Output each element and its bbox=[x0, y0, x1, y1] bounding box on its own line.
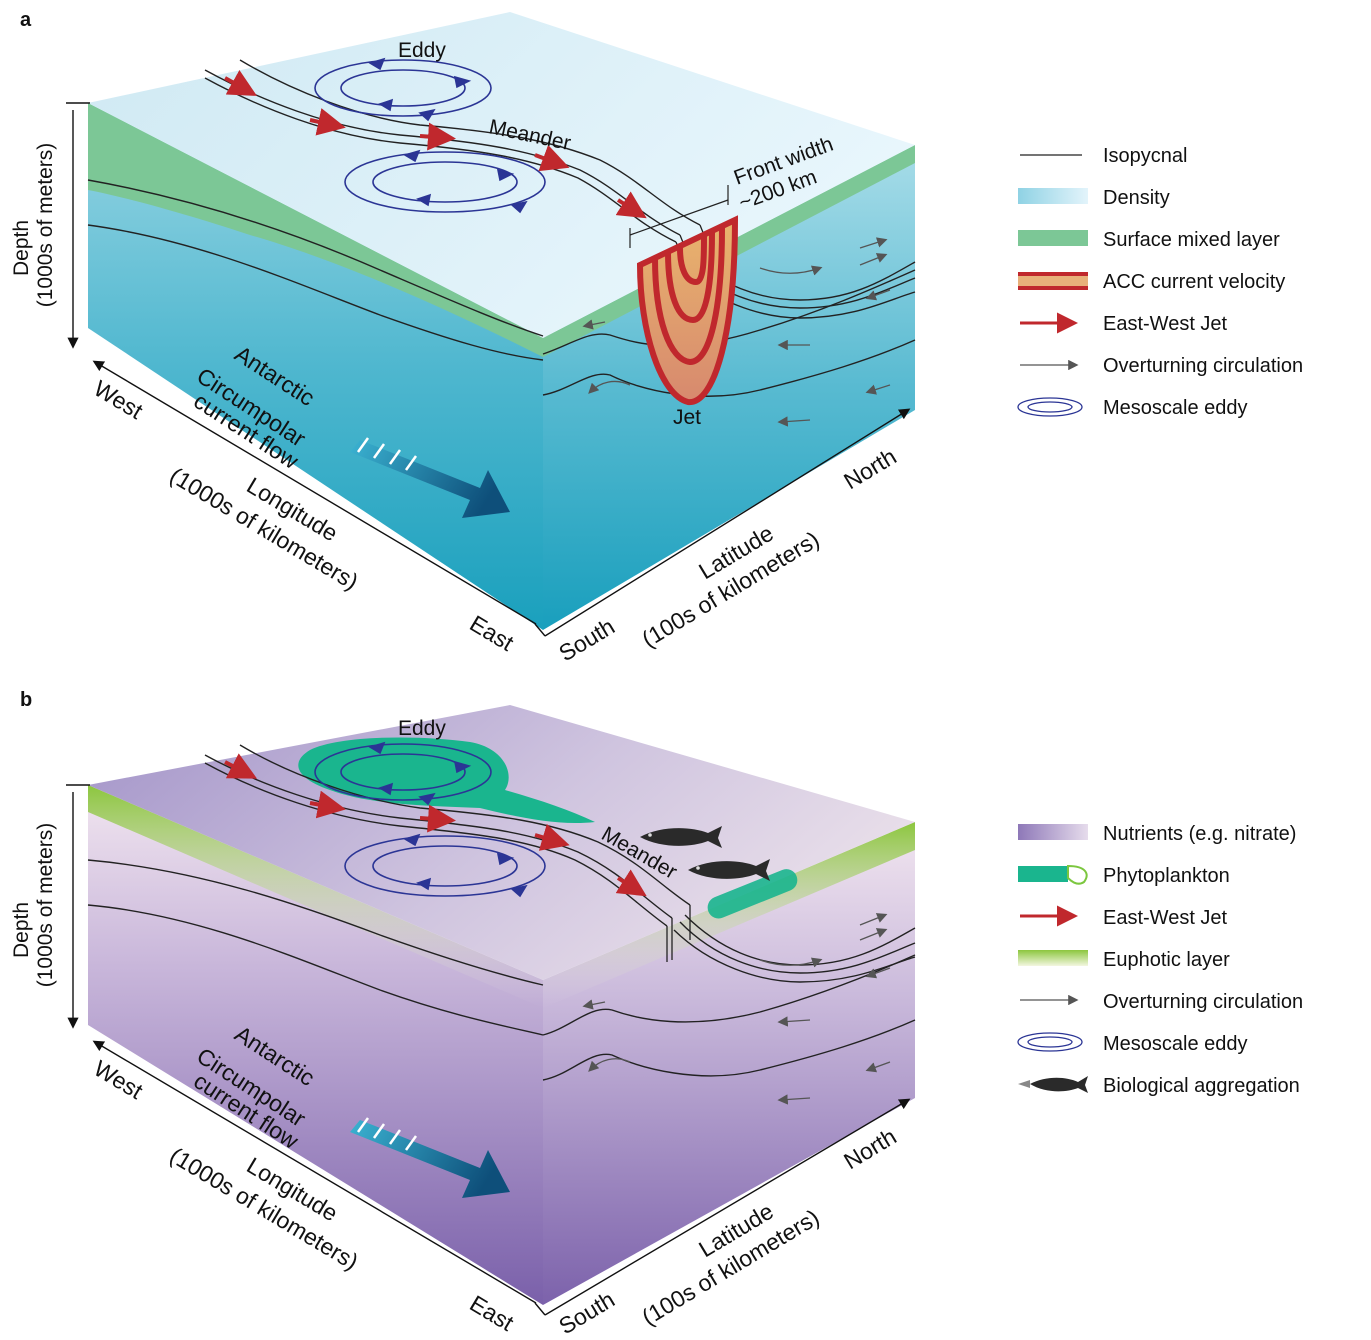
panel-a-eddy-lower bbox=[344, 149, 546, 214]
eddy-icon bbox=[1017, 397, 1083, 417]
panel-a-mixed-layer bbox=[88, 103, 543, 357]
panel-b-top-surface bbox=[88, 705, 915, 980]
panel-b-isopycnals bbox=[87, 859, 916, 1081]
panel-a-eddy-label: Eddy bbox=[398, 39, 446, 62]
legend-a-label-1: Density bbox=[1103, 187, 1170, 209]
panel-a-jet-arrows bbox=[224, 70, 647, 219]
legend-a-label-6: Mesoscale eddy bbox=[1103, 397, 1248, 419]
panel-a-legend: Isopycnal Density Surface mixed layer AC… bbox=[1017, 145, 1303, 419]
legend-b-label-1: Phytoplankton bbox=[1103, 865, 1230, 887]
legend-b-label-6: Biological aggregation bbox=[1103, 1075, 1300, 1097]
panel-a-flow-arrow bbox=[350, 437, 510, 518]
panel-b-west: West bbox=[89, 1055, 147, 1104]
panel-a-axes bbox=[66, 102, 911, 637]
panel-b-eddy-top bbox=[314, 741, 492, 806]
legend-b-label-0: Nutrients (e.g. nitrate) bbox=[1103, 823, 1296, 845]
panel-a-north: North bbox=[839, 443, 901, 494]
current-velocity-icon bbox=[1018, 272, 1088, 290]
panel-a-jet bbox=[636, 215, 739, 405]
panel-b-legend: Nutrients (e.g. nitrate) Phytoplankton E… bbox=[1017, 823, 1303, 1097]
legend-b-label-3: Euphotic layer bbox=[1103, 949, 1230, 971]
nutrients-gradient-icon bbox=[1018, 824, 1088, 840]
panel-a-letter: a bbox=[20, 9, 32, 31]
fish-icon bbox=[1018, 1076, 1088, 1093]
panel-a-west: West bbox=[89, 375, 147, 424]
euphotic-layer-icon bbox=[1018, 950, 1088, 966]
mixed-layer-swatch-icon bbox=[1018, 230, 1088, 246]
panel-b-letter: b bbox=[20, 689, 32, 711]
eddy-icon bbox=[1017, 1032, 1083, 1052]
panel-b-phytoplankton-patch bbox=[298, 737, 595, 824]
panel-b-axes bbox=[66, 784, 911, 1316]
panel-b-phytoplankton-front bbox=[707, 869, 798, 919]
panel-b-depth-label-1: Depth bbox=[10, 902, 33, 958]
panel-a-depth-label-1: Depth bbox=[10, 220, 33, 276]
panel-a-front-width-bracket bbox=[629, 185, 729, 248]
panel-b-jet-arrows bbox=[224, 753, 647, 897]
panel-a-depth-label-2: (1000s of meters) bbox=[34, 143, 57, 308]
panel-b: b bbox=[10, 689, 916, 1339]
panel-b-overturning-arrows bbox=[582, 913, 891, 1105]
panel-a-south: South bbox=[554, 613, 619, 666]
panel-b-eddy-label: Eddy bbox=[398, 717, 446, 740]
panel-a-east: East bbox=[465, 610, 518, 656]
panel-b-depth-label-2: (1000s of meters) bbox=[34, 823, 57, 988]
panel-b-fish-2 bbox=[688, 859, 770, 881]
legend-a-label-2: Surface mixed layer bbox=[1103, 229, 1280, 251]
panel-a-jet-label: Jet bbox=[673, 406, 701, 429]
panel-a-overturning-arrows bbox=[582, 237, 891, 427]
legend-a-label-3: ACC current velocity bbox=[1103, 271, 1285, 293]
legend-a-label-0: Isopycnal bbox=[1103, 145, 1188, 167]
legend-b-label-2: East-West Jet bbox=[1103, 907, 1228, 929]
panel-b-eddy-lower bbox=[344, 833, 546, 898]
panel-b-fish-1 bbox=[640, 826, 722, 848]
legend-b-label-4: Overturning circulation bbox=[1103, 991, 1303, 1013]
legend-b-label-5: Mesoscale eddy bbox=[1103, 1033, 1248, 1055]
panel-b-flow-arrow bbox=[350, 1117, 510, 1198]
density-gradient-icon bbox=[1018, 188, 1088, 204]
panel-b-south: South bbox=[554, 1286, 619, 1339]
panel-b-longitude-face bbox=[88, 785, 543, 1305]
legend-a-label-4: East-West Jet bbox=[1103, 313, 1228, 335]
legend-a-label-5: Overturning circulation bbox=[1103, 355, 1303, 377]
phytoplankton-icon bbox=[1018, 864, 1088, 885]
panel-a-eddy-top bbox=[314, 57, 492, 122]
panel-b-east: East bbox=[465, 1290, 518, 1336]
panel-a-longitude-face bbox=[88, 103, 543, 630]
panel-a: a bbox=[10, 9, 916, 666]
